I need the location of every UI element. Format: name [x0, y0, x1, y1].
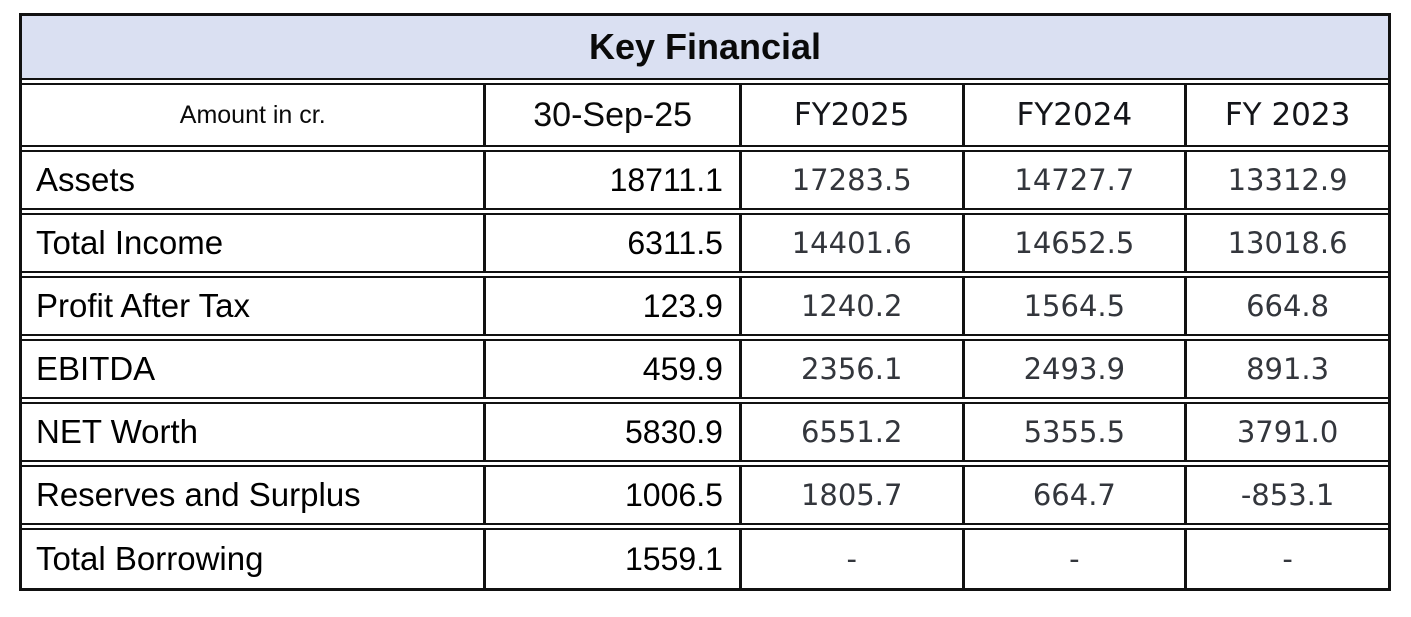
value-fy2023: 891.3	[1246, 352, 1330, 386]
header-col-fy2024: FY2024	[965, 85, 1188, 145]
row-label: NET Worth	[22, 404, 487, 460]
value-fy2025: -	[742, 530, 965, 588]
header-col-30-sep-25: 30-Sep-25	[486, 85, 742, 145]
value-30-sep-25: 5830.9	[486, 404, 742, 460]
value-fy2023: 13018.6	[1227, 226, 1348, 260]
value-fy2023: 664.8	[1246, 289, 1330, 323]
value-fy2025: 2356.1	[742, 341, 965, 397]
value-fy2025: 1240.2	[742, 278, 965, 334]
table-row: EBITDA 459.9 2356.1 2493.9 891.3	[22, 339, 1388, 399]
row-label: EBITDA	[22, 341, 487, 397]
value-fy2023: -	[1282, 542, 1293, 576]
header-unit-label: Amount in cr.	[22, 85, 487, 145]
table-header-row: Amount in cr. 30-Sep-25 FY2025 FY2024 FY…	[22, 83, 1388, 147]
table-row: Assets 18711.1 17283.5 14727.7 13312.9	[22, 150, 1388, 210]
value-fy2024: 5355.5	[965, 404, 1188, 460]
value-30-sep-25: 6311.5	[486, 215, 742, 271]
value-fy2024: 14727.7	[965, 152, 1188, 208]
table-row: Reserves and Surplus 1006.5 1805.7 664.7…	[22, 465, 1388, 525]
value-fy2024: 664.7	[965, 467, 1188, 523]
table-title-row: Key Financial	[22, 16, 1388, 80]
table-row: Profit After Tax 123.9 1240.2 1564.5 664…	[22, 276, 1388, 336]
row-label: Reserves and Surplus	[22, 467, 487, 523]
table-row: Total Borrowing 1559.1 - - -	[22, 528, 1388, 588]
table-row: NET Worth 5830.9 6551.2 5355.5 3791.0	[22, 402, 1388, 462]
value-30-sep-25: 18711.1	[486, 152, 742, 208]
row-label: Total Income	[22, 215, 487, 271]
value-fy2024: 1564.5	[965, 278, 1188, 334]
value-30-sep-25: 1559.1	[486, 530, 742, 588]
value-fy2025: 1805.7	[742, 467, 965, 523]
row-label: Profit After Tax	[22, 278, 487, 334]
row-label: Assets	[22, 152, 487, 208]
value-fy2024: -	[965, 530, 1188, 588]
table-title: Key Financial	[588, 26, 822, 67]
value-fy2024: 2493.9	[965, 341, 1188, 397]
header-col-fy2023: FY 2023	[1224, 97, 1351, 133]
value-fy2023: -853.1	[1240, 478, 1335, 512]
value-30-sep-25: 459.9	[486, 341, 742, 397]
value-fy2025: 17283.5	[742, 152, 965, 208]
row-label: Total Borrowing	[22, 530, 487, 588]
value-fy2023: 3791.0	[1236, 415, 1339, 449]
value-fy2025: 14401.6	[742, 215, 965, 271]
key-financial-table: Key Financial Amount in cr. 30-Sep-25 FY…	[19, 13, 1391, 591]
value-30-sep-25: 123.9	[486, 278, 742, 334]
header-col-fy2025: FY2025	[742, 85, 965, 145]
value-fy2023: 13312.9	[1227, 163, 1348, 197]
value-fy2024: 14652.5	[965, 215, 1188, 271]
value-30-sep-25: 1006.5	[486, 467, 742, 523]
table-row: Total Income 6311.5 14401.6 14652.5 1301…	[22, 213, 1388, 273]
value-fy2025: 6551.2	[742, 404, 965, 460]
